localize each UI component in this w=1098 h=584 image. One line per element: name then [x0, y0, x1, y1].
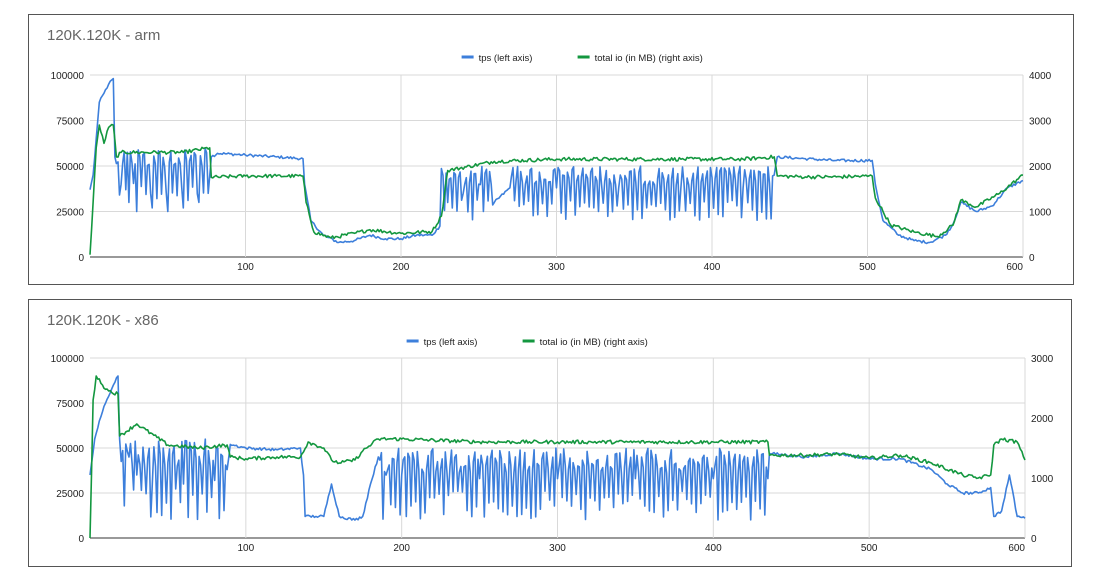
- legend-label-tps: tps (left axis): [424, 337, 478, 348]
- x-tick-label: 600: [1008, 543, 1025, 554]
- y-left-tick-label: 25000: [56, 489, 84, 500]
- y-right-tick-label: 3000: [1029, 117, 1052, 128]
- x-tick-label: 300: [548, 262, 565, 273]
- y-left-tick-label: 100000: [51, 354, 85, 365]
- y-right-tick-label: 2000: [1031, 414, 1054, 425]
- series-line-tps: [89, 77, 1024, 245]
- chart-title: 120K.120K - x86: [47, 312, 159, 329]
- x-tick-label: 100: [237, 543, 254, 554]
- series-line-total-io: [89, 375, 1026, 539]
- x-tick-label: 100: [237, 262, 254, 273]
- x-tick-label: 600: [1006, 262, 1023, 273]
- x-tick-label: 200: [393, 543, 410, 554]
- chart-svg-arm: 0 25000 50000 75000 100000 0 1000 2000 3000 4000 1…: [51, 53, 1052, 273]
- y-left-tick-label: 50000: [56, 444, 84, 455]
- chart-svg-x86: 0 25000 50000 75000 100000 0 1000 2000 3000 100 20…: [51, 337, 1054, 554]
- chart-title: 120K.120K - arm: [47, 27, 161, 44]
- x-tick-label: 400: [705, 543, 722, 554]
- y-right-tick-label: 3000: [1031, 354, 1054, 365]
- x-tick-label: 500: [861, 543, 878, 554]
- y-right-tick-label: 1000: [1029, 208, 1052, 219]
- x-tick-label: 400: [704, 262, 721, 273]
- y-right-tick-label: 2000: [1029, 162, 1052, 173]
- y-left-tick-label: 0: [78, 253, 84, 264]
- series-line-total-io: [89, 123, 1024, 255]
- y-right-tick-label: 0: [1029, 253, 1035, 264]
- chart-panel-x86: 120K.120K - x86 0 25000 50000 75000 100000 0 1…: [28, 299, 1072, 567]
- y-left-tick-label: 0: [78, 534, 84, 545]
- y-left-tick-label: 50000: [56, 162, 84, 173]
- x-tick-label: 200: [393, 262, 410, 273]
- y-left-tick-label: 25000: [56, 208, 84, 219]
- y-right-tick-label: 0: [1031, 534, 1037, 545]
- x-tick-label: 300: [549, 543, 566, 554]
- legend-label-total-io: total io (in MB) (right axis): [595, 53, 703, 64]
- legend-label-tps: tps (left axis): [479, 53, 533, 64]
- chart-panel-arm: 120K.120K - arm 0 25000 50000 75000 100000 0 1…: [28, 14, 1074, 285]
- x-tick-label: 500: [859, 262, 876, 273]
- y-left-tick-label: 100000: [51, 71, 85, 82]
- y-right-tick-label: 1000: [1031, 474, 1054, 485]
- y-left-tick-label: 75000: [56, 399, 84, 410]
- legend-label-total-io: total io (in MB) (right axis): [540, 337, 648, 348]
- y-left-tick-label: 75000: [56, 117, 84, 128]
- y-right-tick-label: 4000: [1029, 71, 1052, 82]
